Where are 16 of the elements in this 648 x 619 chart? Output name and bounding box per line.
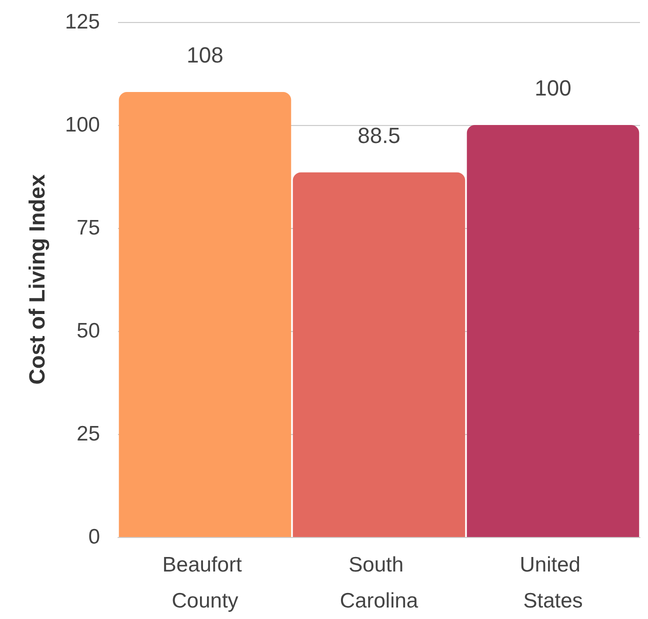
y-tick-label: 0 <box>88 526 100 548</box>
x-tick-label: Beaufort County <box>162 554 248 612</box>
data-label: 100 <box>534 76 572 100</box>
y-tick-label: 125 <box>64 10 100 34</box>
y-tick-label: 75 <box>76 216 100 240</box>
x-tick-label: South Carolina <box>340 554 418 612</box>
data-label: 88.5 <box>358 122 400 148</box>
y-tick-label: 25 <box>76 422 100 446</box>
bar <box>118 92 292 537</box>
y-tick-label: 50 <box>76 320 100 342</box>
bar <box>292 172 466 537</box>
y-tick-label: 100 <box>64 114 100 136</box>
data-label: 108 <box>186 42 224 68</box>
y-axis-title: Cost of Living Index <box>24 174 50 385</box>
x-tick-label: United States <box>520 554 586 612</box>
bar <box>466 125 640 537</box>
